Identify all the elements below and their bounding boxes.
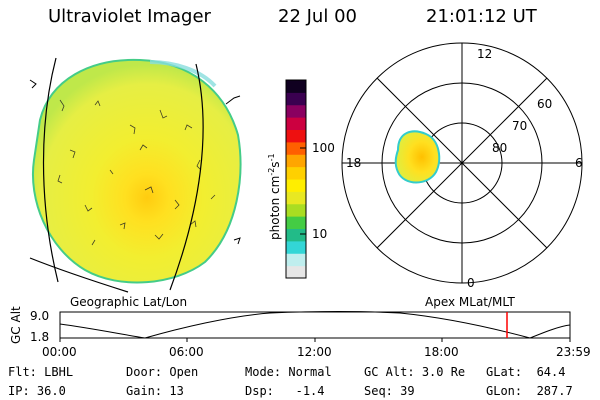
- date-label: 22 Jul 00: [278, 6, 357, 27]
- colorbar-step: [286, 216, 306, 230]
- xtick-2359: 23:59: [556, 345, 591, 359]
- info-gc-alt: GC Alt: 3.0 Re: [364, 365, 466, 379]
- colorbar-step: [286, 253, 306, 267]
- time-label: 21:01:12 UT: [426, 6, 537, 27]
- colorbar-step: [286, 228, 306, 242]
- colorbar-step: [286, 203, 306, 217]
- xtick-0000: 00:00: [42, 345, 77, 359]
- mlt-label-6: 6: [575, 156, 583, 170]
- mlt-label-0: 0: [467, 276, 475, 290]
- info-dsp: Dsp: -1.4: [245, 384, 325, 398]
- colorbar-step: [286, 154, 306, 168]
- geographic-grid-lines: [29, 57, 204, 293]
- altitude-plot: [59, 311, 571, 342]
- colorbar-unit-label: photon cm-2s-1: [267, 153, 282, 240]
- xtick-1200: 12:00: [297, 345, 332, 359]
- colorbar-tick-100: 100: [312, 141, 335, 155]
- mlat-label-70: 70: [512, 119, 528, 133]
- colorbar-step: [286, 240, 306, 254]
- info-glat: GLat: 64.4: [486, 365, 566, 379]
- altitude-ymin: 1.8: [30, 330, 50, 344]
- mlat-label-80: 80: [492, 141, 508, 155]
- colorbar-step: [286, 141, 306, 155]
- apex-caption: Apex MLat/MLT: [425, 295, 515, 309]
- info-glon: GLon: 287.7: [486, 384, 573, 398]
- info-mode: Mode: Normal: [245, 365, 332, 379]
- colorbar-step: [286, 166, 306, 180]
- colorbar-step: [286, 129, 306, 143]
- auroral-oval-image: [394, 130, 441, 184]
- earth-disk-image: [29, 58, 242, 284]
- info-door: Door: Open: [126, 365, 199, 379]
- altitude-ylabel: GC Alt: [9, 306, 23, 344]
- polar-mlat-mlt-plot: [341, 42, 583, 284]
- colorbar-tick-10: 10: [312, 227, 328, 241]
- info-gain: Gain: 13: [126, 384, 184, 398]
- colorbar-step: [286, 265, 306, 279]
- xtick-0600: 06:00: [169, 345, 204, 359]
- xtick-1800: 18:00: [424, 345, 459, 359]
- colorbar: [285, 79, 307, 279]
- altitude-ymax: 9.0: [30, 309, 50, 323]
- info-flt: Flt: LBHL: [8, 365, 74, 379]
- mlat-label-60: 60: [537, 97, 553, 111]
- info-ip: IP: 36.0: [8, 384, 66, 398]
- info-seq: Seq: 39: [364, 384, 415, 398]
- colorbar-step: [286, 117, 306, 131]
- colorbar-step: [286, 104, 306, 118]
- colorbar-step: [286, 191, 306, 205]
- geographic-caption: Geographic Lat/Lon: [70, 295, 188, 309]
- app-title: Ultraviolet Imager: [48, 6, 211, 27]
- mlt-label-18: 18: [346, 156, 362, 170]
- colorbar-step: [286, 80, 306, 93]
- colorbar-step: [286, 179, 306, 192]
- mlt-label-12: 12: [477, 47, 493, 61]
- colorbar-step: [286, 92, 306, 106]
